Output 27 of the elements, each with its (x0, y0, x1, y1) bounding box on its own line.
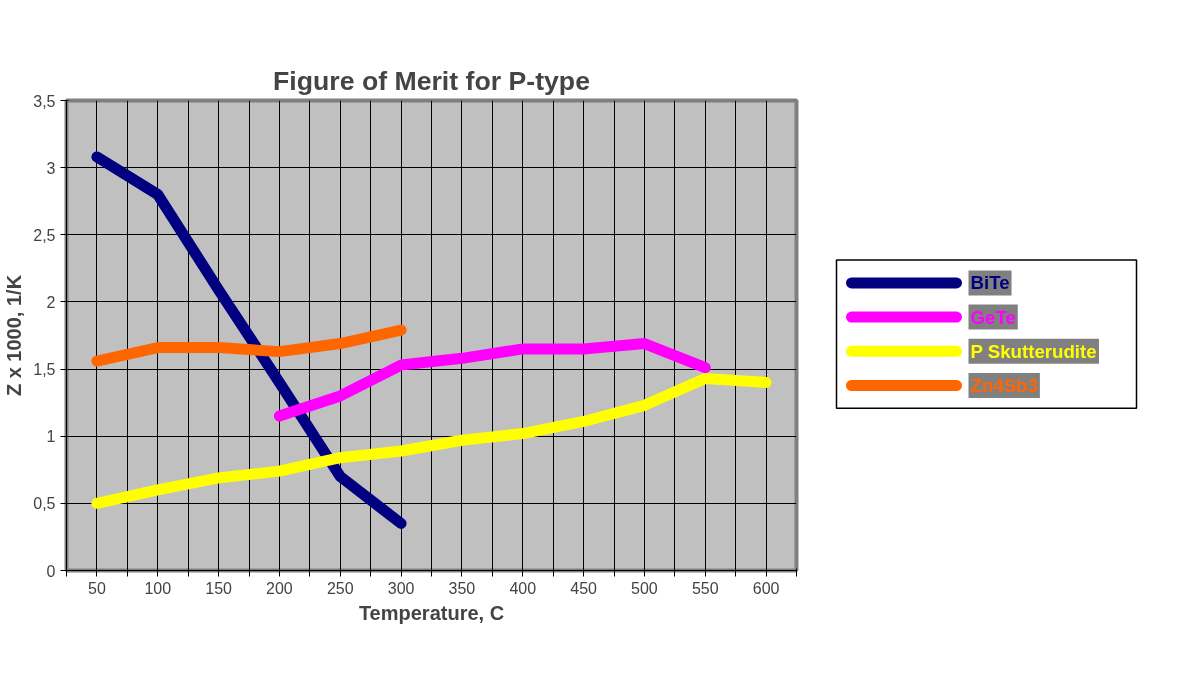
chart-title: Figure of Merit for P-type (273, 65, 590, 96)
x-tick-label: 50 (88, 579, 106, 597)
x-tick-label: 400 (509, 579, 537, 597)
x-tick-label: 200 (266, 579, 293, 597)
y-axis-title: Z x 1000, 1/K (3, 274, 26, 397)
x-tick-label: 350 (448, 579, 476, 597)
text: GeTe (970, 306, 1016, 328)
y-tick-label: 0,5 (33, 495, 56, 513)
x-tick-label: 500 (631, 579, 658, 597)
y-tick-label: 3,5 (33, 92, 56, 110)
text: BiTe (970, 272, 1010, 294)
text: P Skutterudite (970, 340, 1097, 362)
x-tick-label: 100 (144, 579, 172, 597)
x-axis-title: Temperature, C (358, 601, 505, 624)
y-tick-label: 3 (46, 159, 56, 177)
y-tick-label: 2 (46, 293, 56, 311)
x-tick-label: 250 (326, 579, 354, 597)
x-tick-label: 450 (570, 579, 598, 597)
y-tick-label: 1 (46, 428, 56, 446)
y-tick-label: 1,5 (33, 361, 56, 379)
y-tick-label: 2,5 (33, 226, 56, 244)
x-tick-label: 550 (691, 579, 719, 597)
y-tick-label: 0 (46, 562, 56, 580)
x-tick-label: 600 (752, 579, 780, 597)
text: Zn4Sb3 (970, 375, 1038, 396)
x-tick-label: 150 (205, 579, 233, 597)
x-tick-label: 300 (387, 579, 415, 597)
